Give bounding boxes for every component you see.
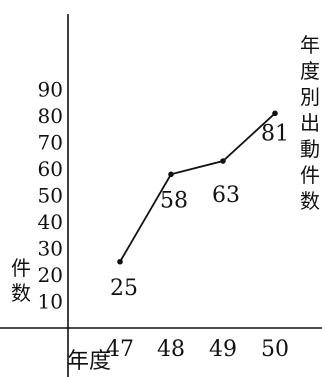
data-points	[117, 110, 278, 265]
y-tick-label: 40	[38, 210, 63, 234]
x-tick-label: 49	[209, 337, 237, 362]
data-label: 81	[261, 121, 289, 146]
data-label: 63	[212, 183, 240, 208]
data-point	[168, 171, 174, 178]
x-tick-labels: 47 48 49 50	[106, 337, 289, 362]
x-tick-label: 48	[157, 337, 185, 362]
y-axis-title: 件数	[11, 256, 31, 305]
y-tick-label: 50	[38, 184, 63, 208]
x-axis-title: 年度	[67, 349, 111, 374]
y-axis-title-char: 数	[11, 281, 31, 305]
series-title-char: 度	[300, 59, 320, 83]
data-labels: 25 58 63 81	[110, 121, 289, 300]
x-tick-label: 47	[106, 337, 134, 362]
y-tick-label: 80	[38, 104, 63, 128]
y-tick-label: 20	[38, 263, 63, 287]
data-label: 25	[110, 276, 138, 301]
series-line	[119, 112, 276, 263]
series-title-char: 出	[300, 111, 320, 135]
y-axis-title-char: 件	[11, 256, 31, 280]
data-point	[272, 110, 278, 117]
x-tick-label: 50	[261, 337, 289, 362]
data-label: 58	[160, 188, 188, 213]
y-tick-label: 70	[38, 131, 63, 155]
y-tick-label: 90	[38, 78, 63, 102]
data-point	[117, 258, 123, 265]
y-tick-label: 10	[38, 290, 63, 314]
y-tick-label: 30	[38, 237, 63, 261]
y-tick-label: 60	[38, 157, 63, 181]
series-title-char: 件	[300, 163, 320, 187]
data-point	[220, 158, 226, 164]
series-title-char: 年	[300, 33, 320, 57]
series-title-char: 数	[300, 189, 320, 213]
series-title-char: 動	[300, 137, 320, 161]
series-title-char: 別	[300, 85, 320, 109]
